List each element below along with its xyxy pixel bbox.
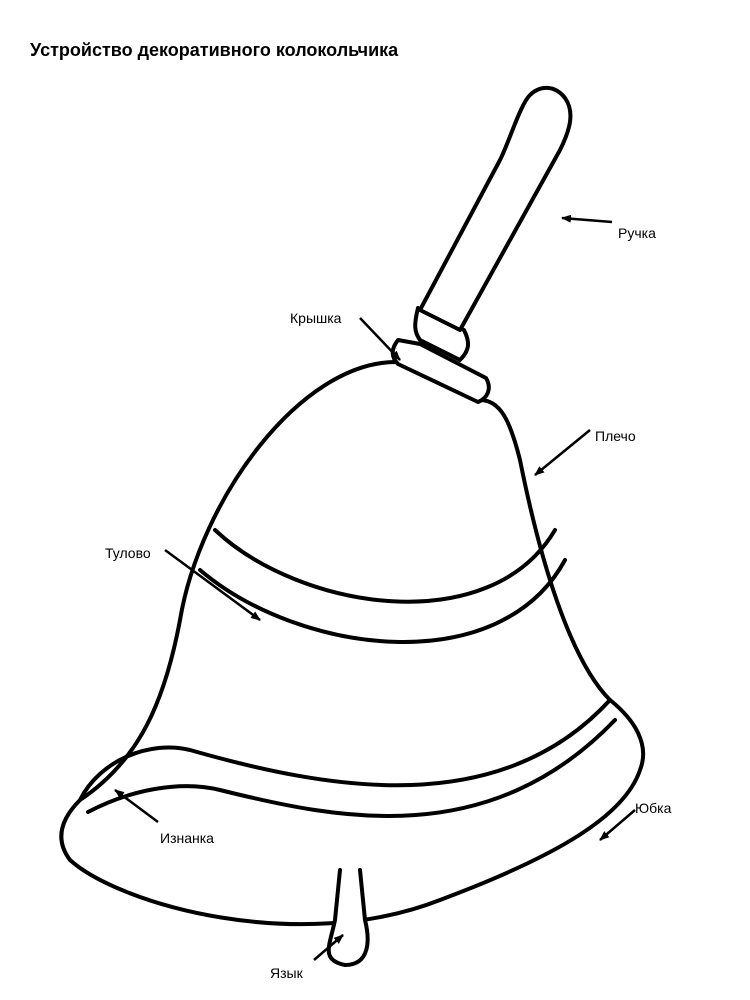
- bell-outline: [61, 88, 643, 965]
- handle-arrow: [562, 218, 612, 222]
- cap-arrow: [360, 318, 400, 360]
- label-cap: Крышка: [290, 310, 341, 326]
- label-handle: Ручка: [618, 225, 656, 241]
- label-inside: Изнанка: [160, 830, 214, 846]
- shoulder-arrow: [535, 430, 590, 475]
- label-body: Тулово: [105, 545, 151, 561]
- label-skirt: Юбка: [635, 800, 671, 816]
- label-shoulder: Плечо: [595, 428, 636, 444]
- label-clapper: Язык: [270, 965, 303, 981]
- bell-diagram: [0, 0, 750, 1000]
